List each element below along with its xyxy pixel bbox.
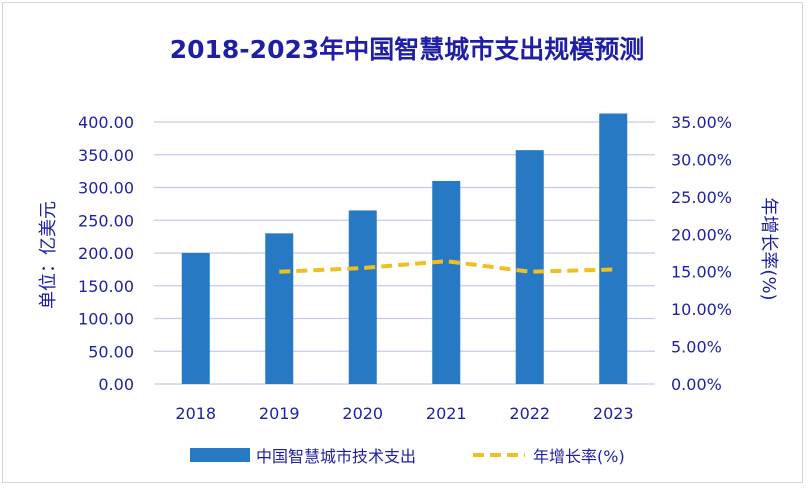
chart-frame: 2018-2023年中国智慧城市支出规模预测 0.00 50.00 100.00 15… (2, 2, 803, 483)
y-tick-label-left: 400.00 (78, 113, 134, 132)
x-tick-label: 2022 (509, 404, 550, 423)
y-tick-label-right: 30.00% (671, 150, 732, 169)
y-tick-label-right: 15.00% (671, 263, 732, 282)
bar-2020 (348, 210, 377, 384)
left-axis-label: 单位：亿美元 (38, 201, 59, 309)
y-tick-label-right: 0.00% (671, 375, 722, 394)
legend-bar-swatch (190, 448, 250, 462)
y-tick-label-left: 300.00 (78, 179, 134, 198)
y-tick-label-right: 10.00% (671, 300, 732, 319)
y-tick-label-left: 150.00 (78, 277, 134, 296)
legend-bar-label: 中国智慧城市技术支出 (256, 447, 416, 466)
left-y-axis: 0.00 50.00 100.00 150.00 200.00 250.00 300.00 3… (78, 113, 134, 394)
bar-2022 (515, 150, 544, 384)
y-tick-label-left: 350.00 (78, 146, 134, 165)
bar-series (181, 113, 628, 385)
y-tick-label-left: 100.00 (78, 310, 134, 329)
bar-2021 (432, 180, 461, 384)
x-tick-label: 2018 (175, 404, 216, 423)
x-tick-label: 2020 (342, 404, 383, 423)
growth-line-series (279, 259, 614, 274)
x-axis: 2018 2019 2020 2021 2022 2023 (175, 404, 633, 423)
bar-2018 (181, 253, 210, 384)
gridlines (154, 121, 655, 385)
y-tick-label-left: 200.00 (78, 244, 134, 263)
chart-canvas: 2018-2023年中国智慧城市支出规模预测 0.00 50.00 100.00 15… (38, 35, 779, 466)
y-tick-label-right: 20.00% (671, 225, 732, 244)
x-tick-label: 2021 (426, 404, 467, 423)
legend: 中国智慧城市技术支出 年增长率(%) (190, 447, 625, 466)
right-y-axis: 0.00% 5.00% 10.00% 15.00% 20.00% 25.00% 30.00%… (671, 113, 732, 394)
bar-2019 (265, 233, 294, 384)
growth-rate-line (279, 259, 614, 274)
y-tick-label-right: 35.00% (671, 113, 732, 132)
y-tick-label-left: 250.00 (78, 211, 134, 230)
chart-title: 2018-2023年中国智慧城市支出规模预测 (170, 35, 645, 64)
y-tick-label-right: 5.00% (671, 338, 722, 357)
x-tick-label: 2023 (593, 404, 634, 423)
right-axis-label: 年增长率(%) (758, 197, 779, 300)
y-tick-label-right: 25.00% (671, 188, 732, 207)
y-tick-label-left: 50.00 (88, 342, 134, 361)
bar-2023 (599, 113, 628, 385)
legend-line-label: 年增长率(%) (533, 447, 625, 466)
y-tick-label-left: 0.00 (98, 375, 134, 394)
x-tick-label: 2019 (259, 404, 300, 423)
